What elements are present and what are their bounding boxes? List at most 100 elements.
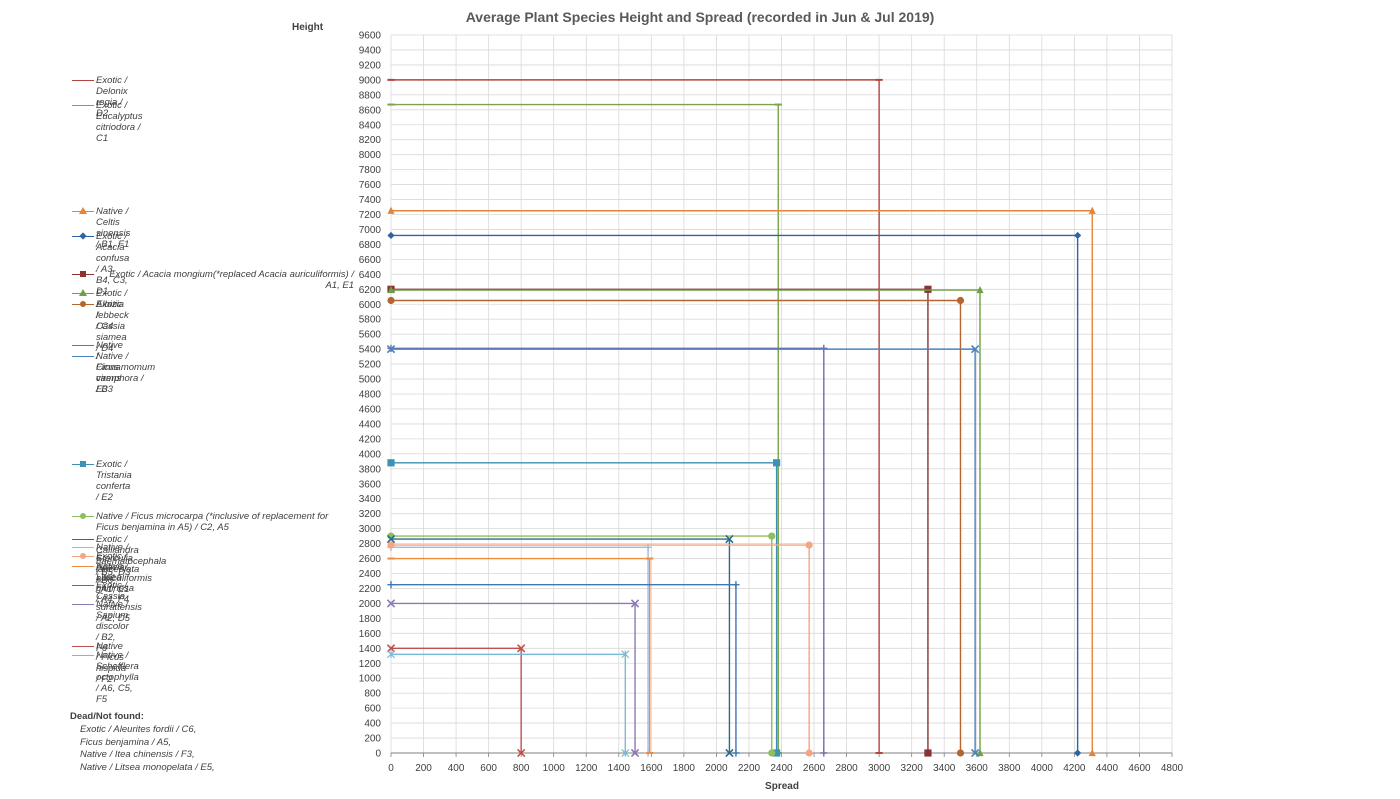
legend-label: Native / Sapium discolor / B2, F6 [96,599,129,654]
legend-marker [80,536,86,542]
legend-swatch [72,105,94,106]
legend-label: Native / Sterculia lanceolata / B6 [96,542,140,586]
y-tick-label: 3200 [359,509,382,520]
y-tick-label: 5600 [359,330,382,341]
y-tick-label: 4000 [359,449,382,460]
data-point [1074,231,1082,240]
data-point [956,749,965,757]
dead-note-item: Ficus benjamina / A5, [80,736,171,748]
x-tick-label: 2800 [835,763,858,774]
data-point [768,749,776,757]
data-point [1088,206,1096,214]
y-tick-label: 8800 [359,90,382,101]
legend-marker [80,353,86,359]
x-tick-label: 1000 [543,763,566,774]
legend-marker [80,601,86,607]
y-tick-label: 8400 [359,120,382,131]
legend-label: Native / Ficus microcarpa (*inclusive of… [96,511,329,533]
x-axis-title: Spread [765,781,799,792]
data-point [387,206,395,214]
legend-label: Exotic / Tristania conferta / E2 [96,459,132,503]
series-line [391,289,981,753]
y-tick-label: 3000 [359,524,382,535]
legend-swatch [72,547,94,548]
series-line [391,538,731,753]
legend-swatch [72,566,94,567]
x-tick-label: 3000 [868,763,891,774]
data-point [621,650,630,659]
legend-label: Native / Ficus hispida / F2 [96,641,127,685]
legend-marker [80,271,86,277]
y-tick-label: 5200 [359,360,382,371]
data-point [621,748,630,758]
x-tick-label: 800 [513,763,530,774]
y-tick-label: 0 [375,749,381,760]
data-point [725,748,734,758]
y-tick-label: 7800 [359,165,382,176]
data-point [386,599,396,608]
legend-marker [80,553,86,559]
y-axis-title: Height [292,22,324,33]
legend-label: Native / Cinnamomum camphora / E3 [96,351,156,395]
x-tick-label: 4800 [1161,763,1184,774]
data-point [386,344,396,354]
x-tick-label: 1400 [608,763,631,774]
y-tick-label: 2400 [359,569,382,580]
legend-swatch [72,585,94,586]
legend-marker [79,289,87,296]
legend-label: Exotic / Calliandra haematocephala / B5,… [96,534,167,578]
x-tick-label: 2600 [803,763,826,774]
legend-label: Native / Litsea glutinosa / A4, F4 [96,561,135,605]
data-point [820,344,828,352]
data-point [768,532,776,540]
legend-marker [80,461,86,467]
data-point [725,534,734,544]
y-tick-label: 800 [364,689,381,700]
legend-label: Exotic / Acacia mongium(*replaced Acacia… [109,269,354,291]
series [387,459,781,757]
dead-note-item: Exotic / Aleurites fordii / C6, [80,724,197,735]
y-tick-label: 8000 [359,150,382,161]
series [387,285,932,757]
legend-marker [80,342,86,348]
data-point [386,650,396,659]
legend-label: Exotic / Eucalyptus citriodora / C1 [96,100,143,144]
legend-swatch [72,345,94,346]
data-point [387,459,395,467]
y-tick-label: 1600 [359,629,382,640]
y-tick-label: 3600 [359,479,382,490]
axes: 0 200 400 600 800 1000 1200 1400 1600 1800 2000 220… [359,31,1184,775]
data-point [387,285,395,294]
x-tick-label: 200 [415,763,432,774]
data-point [517,748,526,758]
legend-label: Exotic / Acacia confusa / A3, B4, C3, D1 [96,231,130,297]
series [387,344,828,757]
x-tick-label: 0 [388,763,394,774]
chart-title: Average Plant Species Height and Spread … [466,9,935,25]
series [387,557,654,754]
x-tick-label: 3800 [998,763,1021,774]
series [387,541,813,757]
legend-swatch [72,80,94,81]
y-tick-label: 3800 [359,464,382,475]
y-tick-label: 1000 [359,674,382,685]
x-tick-label: 4000 [1031,763,1054,774]
series [387,78,883,754]
y-tick-label: 6800 [359,240,382,251]
series-line [391,210,1093,753]
y-tick-label: 7000 [359,225,382,236]
y-tick-label: 5400 [359,345,382,356]
legend-label: Exotic / Albizia lebbeck / C4 [96,288,129,332]
y-tick-label: 4800 [359,390,382,401]
legend-label: Native / Schefflera octophylla / A6, C5,… [96,650,139,705]
y-tick-label: 8600 [359,105,382,116]
legend-marker [80,643,86,649]
x-tick-label: 1800 [673,763,696,774]
data-point [387,296,395,305]
y-tick-label: 1800 [359,614,382,625]
y-tick-label: 2600 [359,554,382,565]
data-point [386,644,396,653]
data-point [1074,749,1082,757]
y-tick-label: 5000 [359,375,382,386]
series [387,206,1096,757]
